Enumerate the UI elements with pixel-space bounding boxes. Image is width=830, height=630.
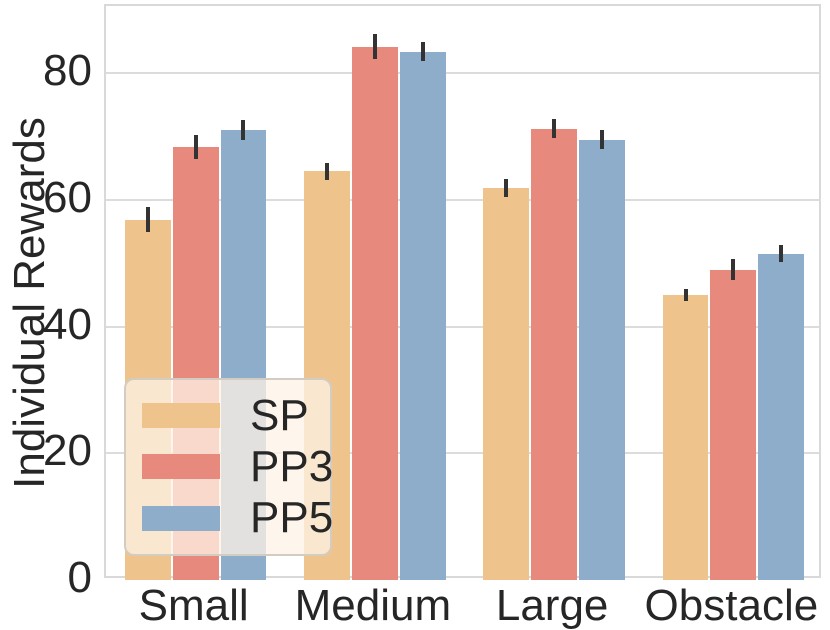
error-bar-PP5-Large (599, 130, 604, 150)
plot-area (104, 4, 821, 580)
gridline-y60 (106, 198, 819, 201)
legend-swatch-PP3 (142, 454, 220, 480)
error-bar-PP3-Medium (372, 33, 377, 60)
legend-swatch-SP (142, 403, 220, 429)
bar-PP5-Obstacle (758, 253, 805, 580)
legend-item-SP: SP (142, 390, 316, 441)
error-bar-PP3-Large (552, 119, 557, 139)
error-bar-PP3-Small (193, 134, 198, 159)
error-bar-SP-Medium (325, 163, 330, 180)
legend-label-SP: SP (250, 390, 309, 440)
y-tick-label-0: 0 (67, 553, 92, 602)
bar-PP3-Medium (351, 46, 398, 580)
error-bar-SP-Large (504, 178, 509, 197)
bar-PP3-Large (531, 128, 578, 580)
error-bar-PP3-Obstacle (731, 259, 736, 280)
error-bar-SP-Small (145, 206, 150, 233)
bar-PP5-Medium (399, 51, 446, 580)
bar-PP3-Obstacle (710, 269, 757, 580)
y-tick-label-60: 60 (43, 172, 92, 222)
x-tick-label-Medium: Medium (294, 581, 452, 630)
error-bar-PP5-Obstacle (779, 245, 784, 262)
error-bar-PP5-Small (241, 120, 246, 141)
legend: SP PP3 PP5 (124, 378, 333, 556)
legend-swatch-PP5 (142, 505, 220, 531)
y-tick-label-40: 40 (43, 299, 92, 349)
x-tick-label-Small: Small (138, 581, 249, 630)
gridline-y80 (106, 72, 819, 75)
bar-SP-Obstacle (662, 294, 709, 580)
legend-label-PP5: PP5 (250, 493, 334, 543)
x-tick-label-Obstacle: Obstacle (644, 581, 819, 630)
error-bar-PP5-Medium (420, 42, 425, 62)
gridline-y20 (106, 452, 819, 455)
y-tick-label-80: 80 (43, 46, 92, 96)
bar-PP5-Large (579, 139, 625, 580)
gridline-y40 (106, 325, 819, 328)
x-tick-label-Large: Large (495, 581, 609, 630)
bar-SP-Large (483, 187, 530, 580)
y-tick-label-20: 20 (43, 426, 92, 476)
error-bar-SP-Obstacle (683, 288, 688, 302)
legend-item-PP5: PP5 (142, 493, 333, 544)
legend-label-PP3: PP3 (250, 441, 334, 491)
legend-item-PP3: PP3 (142, 441, 333, 492)
